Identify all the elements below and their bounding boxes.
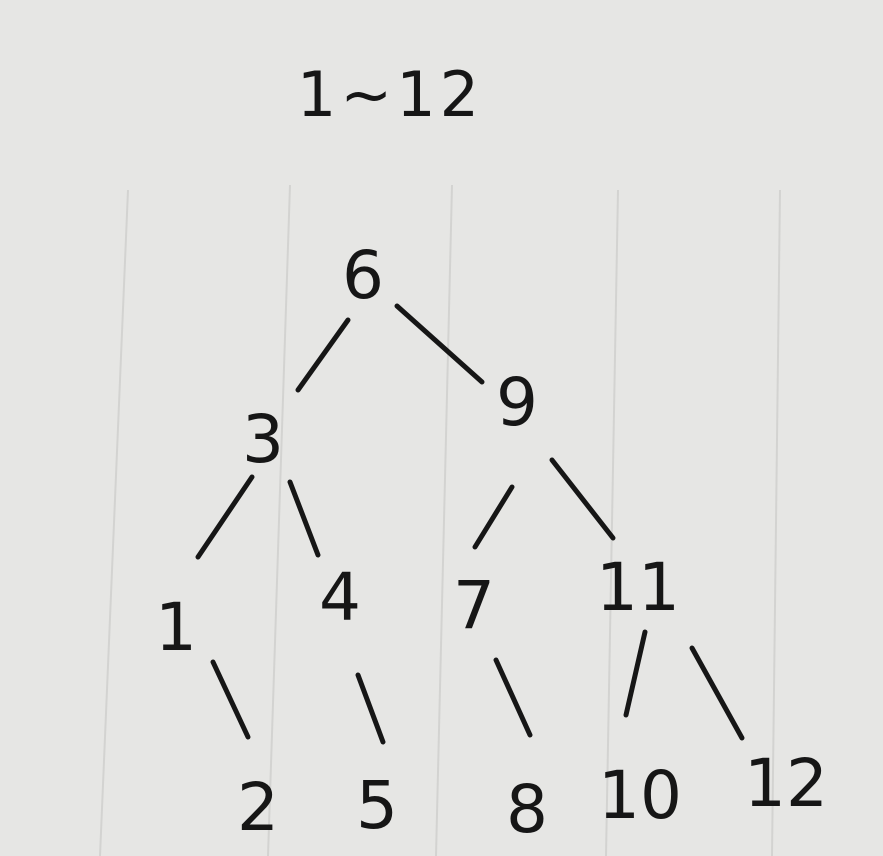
tree-edge-7-8 (493, 657, 533, 738)
tree-edge-9-7 (472, 484, 515, 550)
tree-edge-3-1 (195, 474, 255, 560)
paper-rule-lines (99, 184, 781, 856)
tree-node-1: 1 (155, 589, 197, 666)
tree-edge-1-2 (210, 659, 251, 740)
tree-edges (195, 303, 745, 745)
tree-edge-11-12 (689, 645, 745, 741)
rule-line (99, 189, 129, 856)
tree-edge-6-9 (394, 303, 485, 385)
tree-edge-3-4 (287, 479, 321, 558)
tree-edge-9-11 (549, 457, 616, 541)
tree-node-5: 5 (356, 767, 398, 844)
tree-node-3: 3 (242, 401, 284, 478)
tree-node-7: 7 (453, 567, 495, 644)
tree-edge-11-10 (623, 629, 648, 718)
tree-node-12: 12 (744, 745, 828, 822)
rule-line (605, 189, 619, 856)
rule-line (435, 184, 453, 856)
rule-line (771, 189, 781, 856)
tree-node-8: 8 (506, 771, 548, 848)
tree-nodes: 6 3 9 1 4 7 11 2 5 8 10 12 (155, 237, 828, 848)
tree-node-9: 9 (496, 364, 538, 441)
rule-line (267, 184, 291, 856)
tree-node-10: 10 (598, 757, 682, 834)
tree-edge-4-5 (355, 672, 386, 745)
tree-node-6: 6 (342, 237, 384, 314)
diagram-title: 1~12 (297, 58, 483, 131)
tree-node-11: 11 (596, 549, 680, 626)
tree-edge-6-3 (295, 317, 351, 393)
tree-node-4: 4 (319, 559, 361, 636)
tree-node-2: 2 (237, 769, 279, 846)
